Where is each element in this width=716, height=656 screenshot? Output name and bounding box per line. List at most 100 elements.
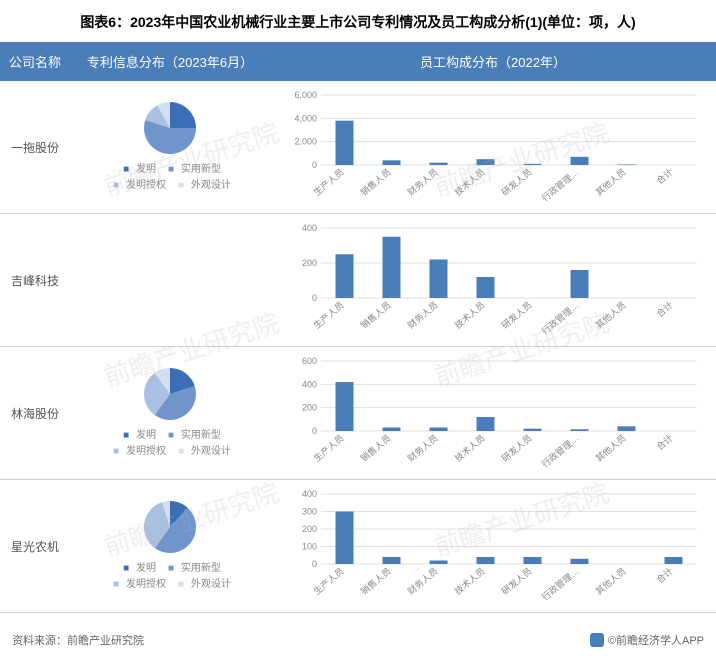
bar: [336, 382, 354, 431]
pie-cell: ■ 发明■ 实用新型■ 发明授权■ 外观设计: [70, 347, 270, 480]
svg-text:研发人员: 研发人员: [499, 166, 534, 198]
svg-text:其他人员: 其他人员: [593, 166, 628, 198]
bar: [383, 428, 401, 432]
bar-chart: 0200400600生产人员销售人员财务人员技术人员研发人员行政管理…其他人员合…: [283, 353, 703, 473]
svg-text:0: 0: [312, 559, 317, 569]
bar: [524, 164, 542, 165]
svg-text:销售人员: 销售人员: [358, 299, 393, 331]
svg-text:研发人员: 研发人员: [499, 432, 534, 464]
logo-icon: [590, 633, 604, 647]
svg-text:其他人员: 其他人员: [593, 565, 628, 597]
footer-source: 资料来源：前瞻产业研究院: [12, 632, 144, 648]
pie-chart: [142, 100, 198, 156]
table-row: 吉峰科技0200400生产人员销售人员财务人员技术人员研发人员行政管理…其他人员…: [0, 214, 716, 347]
svg-text:200: 200: [302, 403, 317, 413]
svg-text:0: 0: [312, 426, 317, 436]
bar-cell: 0200400600生产人员销售人员财务人员技术人员研发人员行政管理…其他人员合…: [270, 347, 716, 480]
svg-text:行政管理…: 行政管理…: [539, 299, 581, 336]
pie-cell: ■ 发明■ 实用新型■ 发明授权■ 外观设计: [70, 81, 270, 214]
footer: 资料来源：前瞻产业研究院 ©前瞻经济学人APP: [12, 632, 704, 648]
bar: [524, 557, 542, 564]
bar: [477, 417, 495, 431]
bar: [430, 428, 448, 432]
svg-text:行政管理…: 行政管理…: [539, 432, 581, 469]
bar: [430, 561, 448, 565]
bar-chart: 0 100 200 300 400 生产人员销售人员财务人员技术人员研发人员行政管理… 其他…: [283, 486, 703, 606]
bar-cell: 0 100 200 300 400 生产人员销售人员财务人员技术人员研发人员行政管理… 其他…: [270, 480, 716, 613]
svg-text:4,000: 4,000: [294, 113, 317, 123]
svg-text:财务人员: 财务人员: [405, 565, 440, 597]
footer-copyright: ©前瞻经济学人APP: [608, 632, 704, 648]
main-table: 公司名称 专利信息分布（2023年6月） 员工构成分布（2022年） 一拖股份 ■…: [0, 42, 716, 613]
bar: [430, 260, 448, 299]
bar-chart: 0200400生产人员销售人员财务人员技术人员研发人员行政管理…其他人员合计: [283, 220, 703, 340]
bar-cell: 0200400生产人员销售人员财务人员技术人员研发人员行政管理…其他人员合计: [270, 214, 716, 347]
pie-legend: ■ 发明■ 实用新型■ 发明授权■ 外观设计: [105, 561, 235, 593]
company-name: 一拖股份: [0, 81, 70, 214]
col-header-bar: 员工构成分布（2022年）: [270, 42, 716, 81]
bar: [336, 254, 354, 298]
chart-title: 图表6：2023年中国农业机械行业主要上市公司专利情况及员工构成分析(1)(单位…: [0, 0, 716, 42]
svg-text:合计: 合计: [654, 299, 675, 319]
svg-text:生产人员: 生产人员: [311, 299, 346, 331]
svg-text:400: 400: [302, 379, 317, 389]
svg-text:生产人员: 生产人员: [311, 565, 346, 597]
pie-cell: [70, 214, 270, 347]
bar: [571, 429, 589, 431]
bar: [618, 164, 636, 165]
bar: [383, 237, 401, 298]
svg-text:6,000: 6,000: [294, 90, 317, 100]
svg-text:研发人员: 研发人员: [499, 299, 534, 331]
svg-text:技术人员: 技术人员: [452, 565, 487, 597]
company-name: 林海股份: [0, 347, 70, 480]
bar: [665, 557, 683, 564]
pie-legend: ■ 发明■ 实用新型■ 发明授权■ 外观设计: [105, 428, 235, 460]
svg-text:合计: 合计: [654, 432, 675, 452]
svg-text:300: 300: [302, 507, 317, 517]
svg-text:研发人员: 研发人员: [499, 565, 534, 597]
svg-text:600: 600: [302, 356, 317, 366]
bar-cell: 02,0004,0006,000生产人员销售人员财务人员技术人员研发人员行政管理…: [270, 81, 716, 214]
svg-text:400: 400: [302, 223, 317, 233]
svg-text:技术人员: 技术人员: [452, 299, 487, 331]
table-row: 一拖股份 ■ 发明■ 实用新型■ 发明授权■ 外观设计 0 2,000 4,000 6,0…: [0, 81, 716, 214]
svg-text:技术人员: 技术人员: [452, 432, 487, 464]
svg-text:销售人员: 销售人员: [358, 432, 393, 464]
svg-text:0: 0: [312, 160, 317, 170]
company-name: 吉峰科技: [0, 214, 70, 347]
svg-text:销售人员: 销售人员: [358, 166, 393, 198]
bar-chart: 02,0004,0006,000生产人员销售人员财务人员技术人员研发人员行政管理…: [283, 87, 703, 207]
svg-text:行政管理…: 行政管理…: [539, 565, 581, 602]
bar: [336, 121, 354, 165]
svg-text:200: 200: [302, 258, 317, 268]
bar: [618, 426, 636, 431]
bar: [571, 559, 589, 564]
bar: [571, 157, 589, 165]
svg-text:0: 0: [312, 293, 317, 303]
bar: [477, 277, 495, 298]
svg-text:生产人员: 生产人员: [311, 166, 346, 198]
pie-cell: ■ 发明■ 实用新型■ 发明授权■ 外观设计: [70, 480, 270, 613]
svg-text:销售人员: 销售人员: [358, 565, 393, 597]
bar: [383, 557, 401, 564]
col-header-pie: 专利信息分布（2023年6月）: [70, 42, 270, 81]
bar: [477, 557, 495, 564]
company-name: 星光农机: [0, 480, 70, 613]
col-header-name: 公司名称: [0, 42, 70, 81]
svg-text:100: 100: [302, 542, 317, 552]
svg-text:财务人员: 财务人员: [405, 166, 440, 198]
bar: [477, 159, 495, 165]
svg-text:400: 400: [302, 489, 317, 499]
bar: [430, 163, 448, 165]
bar: [571, 270, 589, 298]
table-row: 林海股份■ 发明■ 实用新型■ 发明授权■ 外观设计0200400600生产人员…: [0, 347, 716, 480]
svg-text:财务人员: 财务人员: [405, 432, 440, 464]
bar: [336, 512, 354, 565]
svg-text:财务人员: 财务人员: [405, 299, 440, 331]
pie-legend: ■ 发明■ 实用新型■ 发明授权■ 外观设计: [105, 162, 235, 194]
svg-text:2,000: 2,000: [294, 137, 317, 147]
bar: [383, 160, 401, 165]
bar: [524, 429, 542, 431]
svg-text:200: 200: [302, 524, 317, 534]
pie-chart: [142, 499, 198, 555]
